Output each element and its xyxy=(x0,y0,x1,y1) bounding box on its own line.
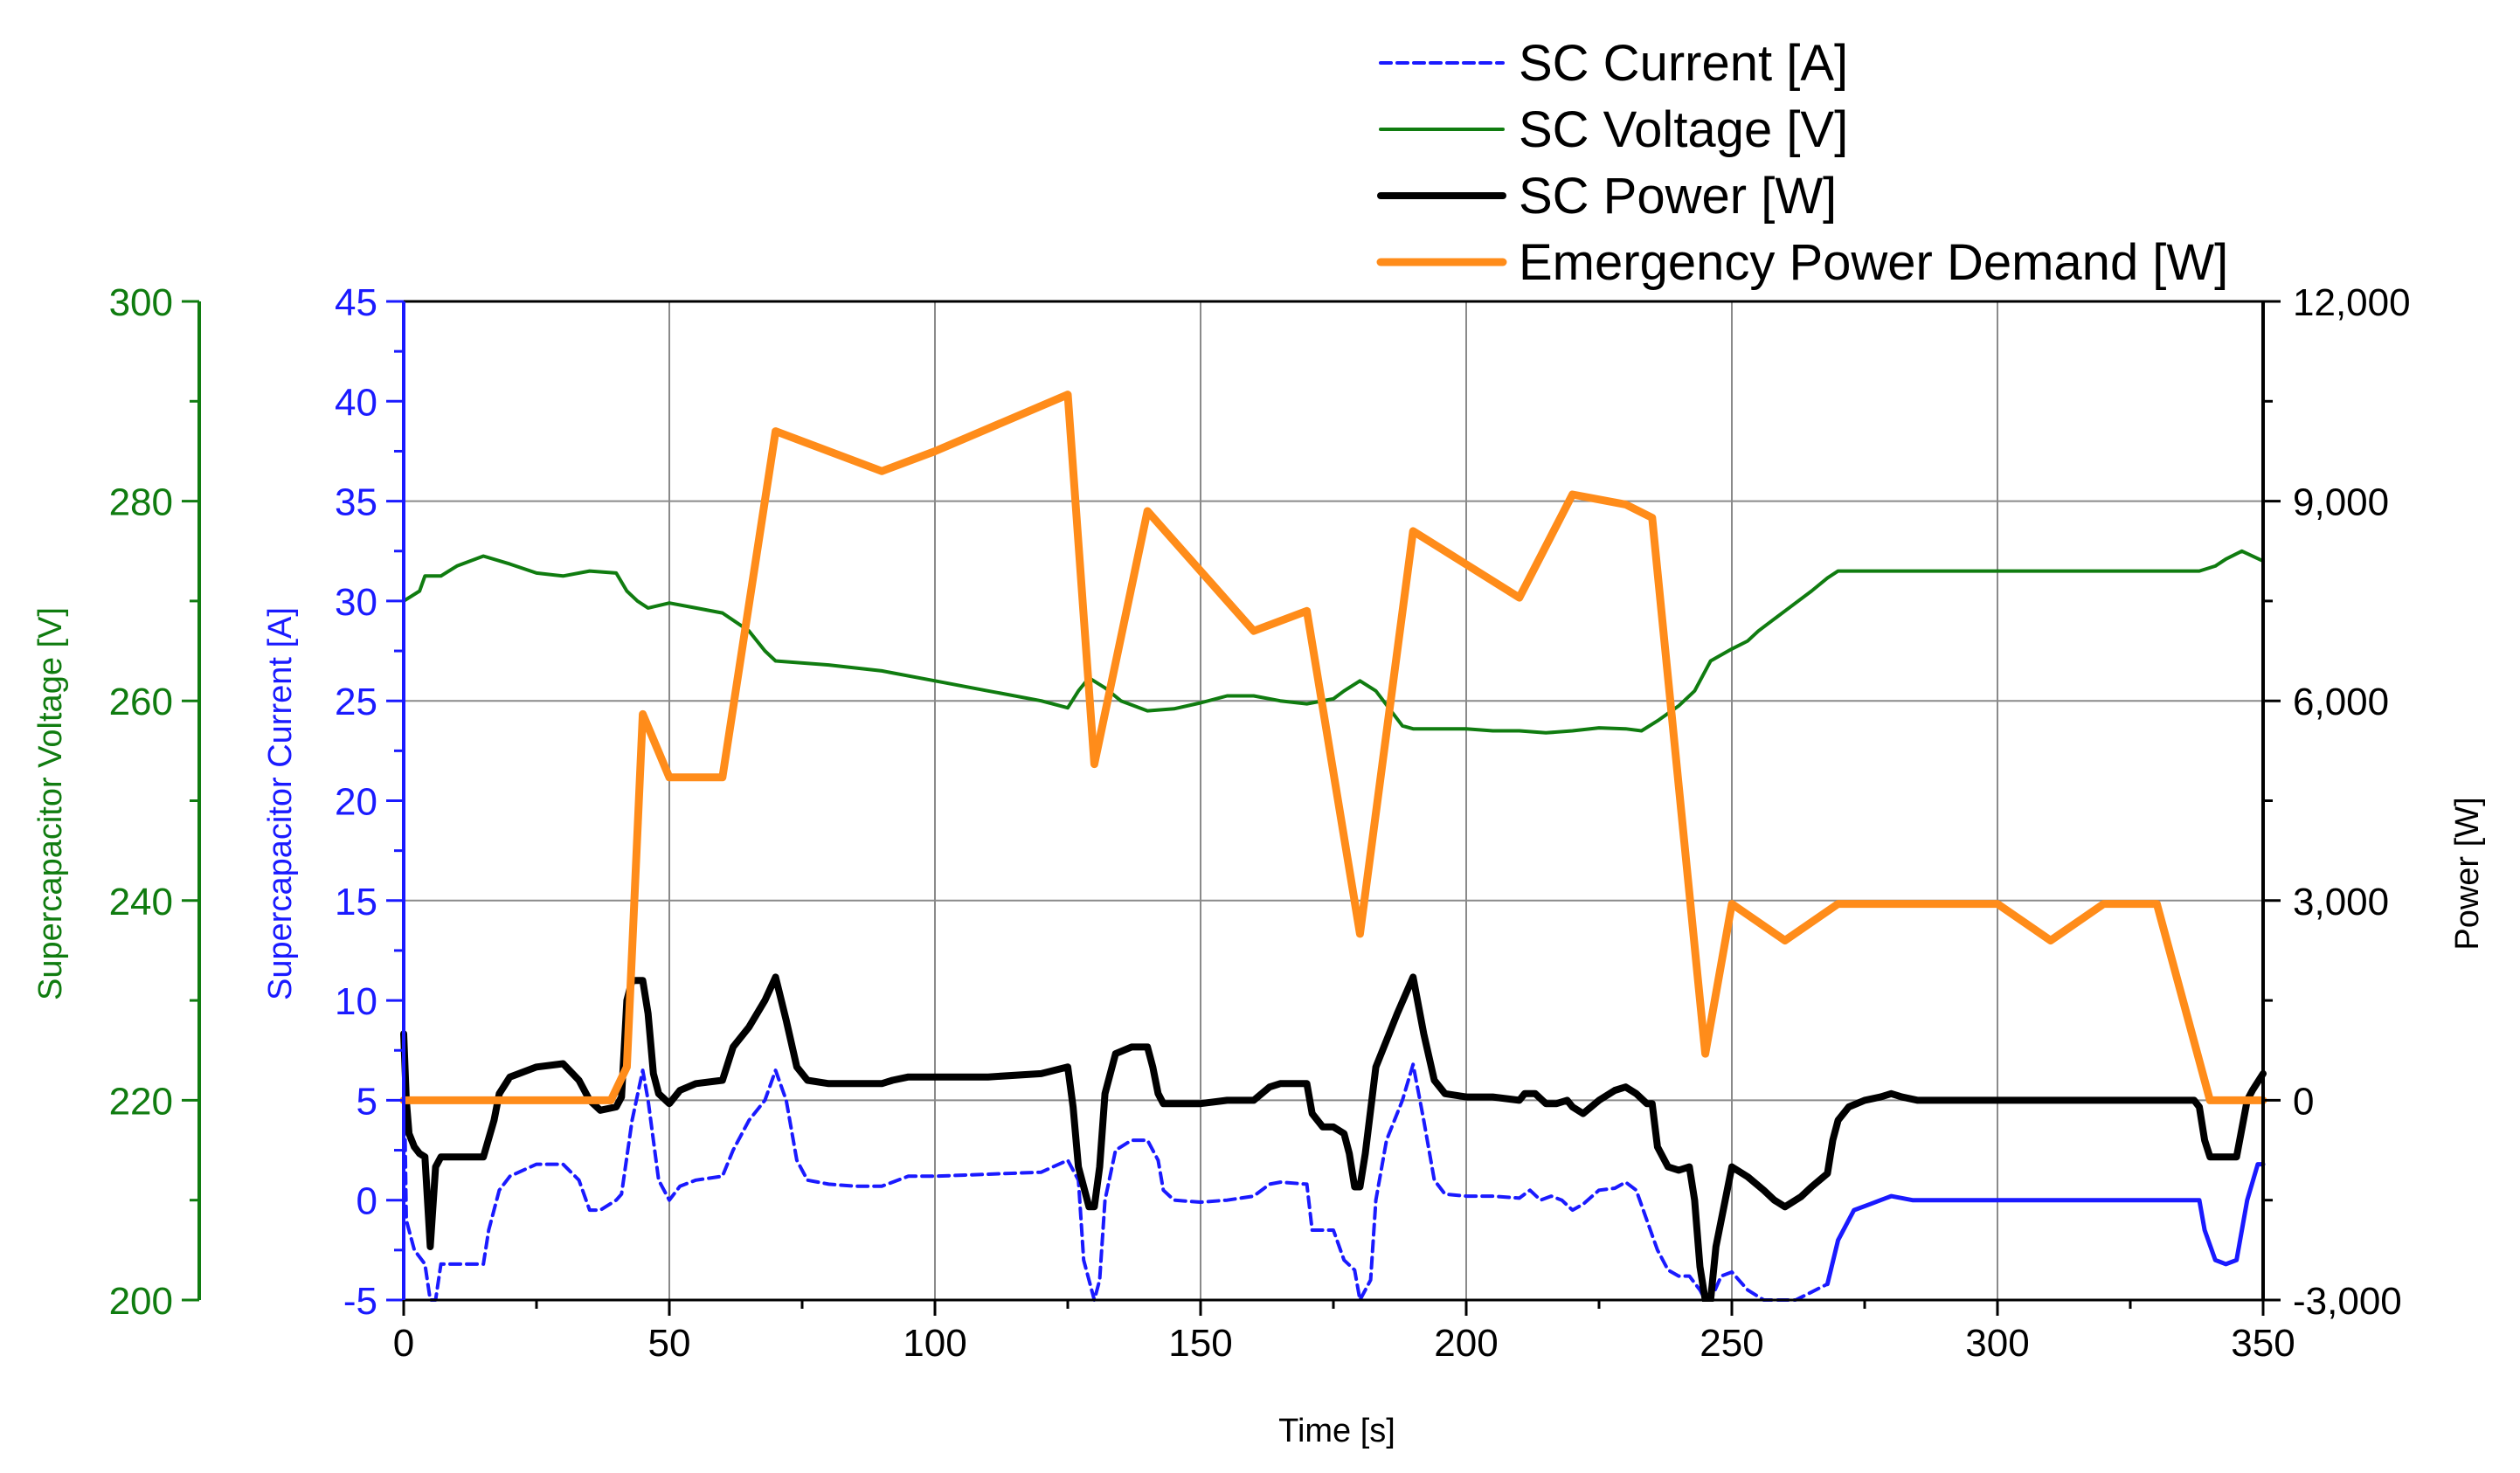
plot-lines xyxy=(399,391,2267,1304)
legend-label-emergency-power-demand: Emergency Power Demand [W] xyxy=(1519,234,2228,291)
voltage-tick-label: 240 xyxy=(109,881,173,923)
voltage-tick-label: 220 xyxy=(109,1080,173,1123)
power-tick-label: 6,000 xyxy=(2293,681,2389,723)
power-tick-label: 12,000 xyxy=(2293,281,2411,324)
x-axis-label: Time [s] xyxy=(1278,1413,1395,1449)
legend-label-sc-current: SC Current [A] xyxy=(1519,35,1848,92)
voltage-tick-label: 300 xyxy=(109,281,173,324)
legend-label-sc-power: SC Power [W] xyxy=(1519,168,1837,225)
x-tick-label: 200 xyxy=(1434,1322,1498,1365)
series-sc-current-continued-segment xyxy=(1824,1162,2266,1287)
power-tick-label: 3,000 xyxy=(2293,881,2389,923)
series-sc-voltage xyxy=(402,549,2265,735)
voltage-tick-label: 200 xyxy=(109,1280,173,1323)
x-tick-label: 0 xyxy=(393,1322,414,1365)
time-axis: 0 50 100 150 200 250 300 350 xyxy=(393,1300,2295,1365)
plot-bottom-mask xyxy=(402,1302,2265,1354)
power-axis: -3,000 0 3,000 6,000 9,000 12,000 xyxy=(2261,281,2411,1323)
current-tick-label: 5 xyxy=(357,1080,377,1123)
x-tick-label: 300 xyxy=(1965,1322,2029,1365)
current-tick-label: 10 xyxy=(335,980,377,1023)
current-tick-label: 25 xyxy=(335,681,377,723)
current-axis: -5 0 5 10 15 20 25 30 35 40 45 xyxy=(335,281,405,1323)
current-tick-label: -5 xyxy=(343,1280,377,1323)
current-tick-label: 20 xyxy=(335,781,377,824)
current-axis-label: Supercapacitor Current [A] xyxy=(262,607,299,1000)
series-emergency-power-demand xyxy=(399,391,2267,1104)
current-tick-label: 40 xyxy=(335,381,377,424)
legend: SC Current [A] SC Voltage [V] SC Power [W]… xyxy=(1376,35,2228,291)
series-sc-current xyxy=(402,1038,1830,1302)
current-tick-label: 0 xyxy=(357,1180,377,1223)
x-tick-label: 350 xyxy=(2231,1322,2295,1365)
voltage-tick-label: 280 xyxy=(109,481,173,524)
x-tick-label: 100 xyxy=(903,1322,966,1365)
voltage-axis-label: Supercapacitor Voltage [V] xyxy=(32,607,69,1000)
x-tick-label: 50 xyxy=(648,1322,691,1365)
voltage-axis: 200 220 240 260 280 300 xyxy=(109,281,201,1323)
grid xyxy=(404,301,2263,1300)
x-tick-label: 250 xyxy=(1700,1322,1763,1365)
power-tick-label: 9,000 xyxy=(2293,481,2389,524)
legend-label-sc-voltage: SC Voltage [V] xyxy=(1519,101,1848,158)
plot-frame xyxy=(402,300,2265,1354)
voltage-tick-label: 260 xyxy=(109,681,173,723)
current-tick-label: 30 xyxy=(335,581,377,624)
x-tick-label: 150 xyxy=(1168,1322,1232,1365)
current-tick-label: 35 xyxy=(335,481,377,524)
power-tick-label: -3,000 xyxy=(2293,1280,2402,1323)
power-tick-label: 0 xyxy=(2293,1080,2314,1123)
current-tick-label: 15 xyxy=(335,881,377,923)
power-axis-label: Power [W] xyxy=(2449,797,2486,950)
current-tick-label: 45 xyxy=(335,281,377,324)
